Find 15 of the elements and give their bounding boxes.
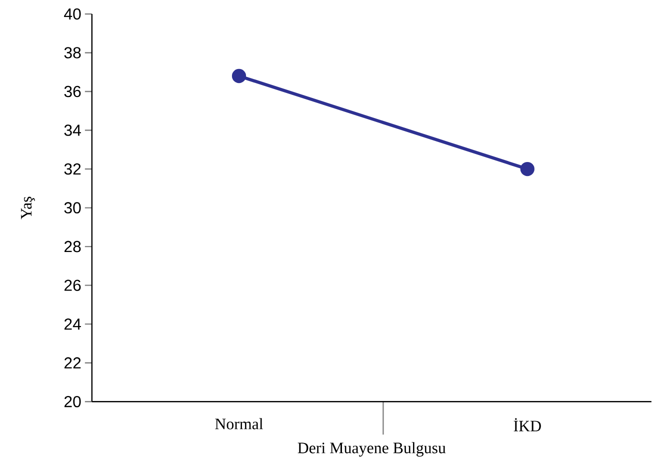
y-tick-label: 38: [64, 47, 81, 59]
y-tick-label: 24: [64, 318, 81, 330]
x-tick-label: Normal: [215, 418, 264, 430]
x-tick-label: İKD: [514, 418, 541, 432]
y-tick-label: 40: [64, 8, 81, 20]
y-tick-label: 30: [64, 202, 81, 214]
y-tick-label: 28: [64, 241, 81, 252]
y-tick-label: 22: [64, 358, 81, 369]
y-tick-label: 36: [64, 86, 81, 98]
y-tick-label: 32: [64, 164, 81, 175]
y-tick-label: 20: [64, 396, 81, 408]
y-axis-title: Yaş: [21, 197, 35, 220]
y-tick-label: 26: [64, 280, 81, 292]
x-axis-title: Deri Muayene Bulgusu: [298, 442, 446, 457]
y-tick-label: 34: [64, 124, 81, 136]
